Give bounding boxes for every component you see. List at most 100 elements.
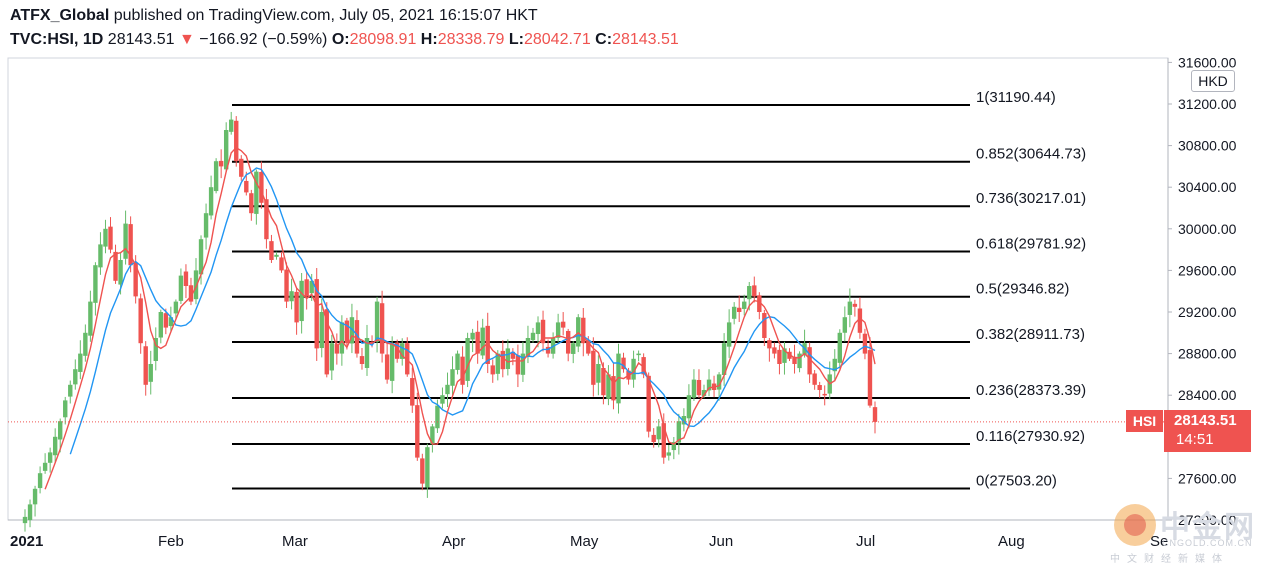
candle-body[interactable] bbox=[520, 353, 526, 375]
candle-body[interactable] bbox=[324, 309, 329, 375]
candle-body[interactable] bbox=[505, 348, 511, 369]
candle-body[interactable] bbox=[747, 286, 752, 300]
candle-body[interactable] bbox=[68, 384, 73, 397]
candle-body[interactable] bbox=[133, 262, 138, 297]
candle-body[interactable] bbox=[32, 488, 38, 505]
candle-body[interactable] bbox=[73, 369, 78, 385]
candle-body[interactable] bbox=[123, 223, 128, 259]
candle-body[interactable] bbox=[470, 332, 475, 340]
candle-body[interactable] bbox=[108, 226, 113, 250]
candle-body[interactable] bbox=[63, 400, 68, 418]
candle-body[interactable] bbox=[334, 344, 340, 354]
candle-body[interactable] bbox=[269, 241, 274, 260]
candle-body[interactable] bbox=[173, 301, 179, 314]
candle-body[interactable] bbox=[621, 357, 626, 370]
candle-body[interactable] bbox=[425, 447, 430, 488]
candle-body[interactable] bbox=[203, 213, 209, 238]
currency-label[interactable]: HKD bbox=[1191, 70, 1235, 92]
candle-body[interactable] bbox=[234, 120, 239, 162]
candle-body[interactable] bbox=[465, 338, 470, 381]
candle-body[interactable] bbox=[832, 358, 837, 372]
candle-body[interactable] bbox=[364, 338, 370, 368]
candle-body[interactable] bbox=[586, 340, 591, 354]
candle-body[interactable] bbox=[299, 280, 304, 322]
candle-body[interactable] bbox=[525, 338, 531, 358]
candle-body[interactable] bbox=[666, 452, 671, 456]
candle-body[interactable] bbox=[229, 119, 234, 132]
candle-body[interactable] bbox=[797, 353, 802, 369]
candle-body[interactable] bbox=[294, 291, 299, 323]
candle-body[interactable] bbox=[389, 343, 395, 381]
candle-body[interactable] bbox=[354, 320, 360, 354]
candle-body[interactable] bbox=[757, 295, 762, 312]
candle-body[interactable] bbox=[581, 317, 586, 344]
candle-body[interactable] bbox=[349, 317, 355, 344]
candle-body[interactable] bbox=[319, 312, 324, 349]
candle-body[interactable] bbox=[676, 421, 682, 443]
candle-body[interactable] bbox=[289, 291, 294, 302]
candle-body[interactable] bbox=[762, 312, 767, 338]
candle-body[interactable] bbox=[822, 393, 827, 396]
candle-body[interactable] bbox=[661, 423, 666, 458]
candle-body[interactable] bbox=[259, 172, 264, 203]
candle-body[interactable] bbox=[183, 271, 189, 286]
candle-body[interactable] bbox=[42, 462, 48, 471]
candle-body[interactable] bbox=[339, 322, 345, 354]
candle-body[interactable] bbox=[93, 265, 98, 303]
candle-body[interactable] bbox=[52, 436, 58, 456]
candle-body[interactable] bbox=[103, 228, 108, 247]
candle-body[interactable] bbox=[847, 301, 853, 315]
candle-body[interactable] bbox=[344, 320, 350, 344]
candle-body[interactable] bbox=[495, 353, 500, 374]
candle-body[interactable] bbox=[430, 426, 435, 445]
candle-body[interactable] bbox=[455, 353, 460, 370]
candle-body[interactable] bbox=[394, 342, 400, 359]
candle-body[interactable] bbox=[379, 303, 385, 354]
candle-body[interactable] bbox=[721, 343, 727, 375]
candle-body[interactable] bbox=[128, 224, 133, 266]
candle-body[interactable] bbox=[208, 187, 214, 216]
candle-body[interactable] bbox=[405, 343, 410, 375]
candle-body[interactable] bbox=[565, 330, 571, 354]
candle-body[interactable] bbox=[254, 171, 259, 214]
candle-body[interactable] bbox=[535, 322, 541, 335]
candle-body[interactable] bbox=[284, 269, 289, 302]
candle-body[interactable] bbox=[545, 346, 551, 354]
candle-body[interactable] bbox=[153, 338, 158, 362]
candle-body[interactable] bbox=[83, 332, 88, 356]
candle-body[interactable] bbox=[98, 244, 103, 268]
candle-body[interactable] bbox=[807, 347, 812, 375]
candle-body[interactable] bbox=[510, 351, 516, 359]
candle-body[interactable] bbox=[374, 301, 380, 342]
candle-body[interactable] bbox=[113, 251, 118, 281]
candle-body[interactable] bbox=[726, 322, 732, 347]
candle-body[interactable] bbox=[560, 321, 566, 328]
candle-body[interactable] bbox=[138, 298, 143, 344]
candle-body[interactable] bbox=[475, 331, 480, 354]
candle-body[interactable] bbox=[223, 130, 229, 170]
candle-body[interactable] bbox=[274, 254, 279, 257]
candle-body[interactable] bbox=[857, 308, 863, 333]
candle-body[interactable] bbox=[213, 161, 219, 192]
candle-body[interactable] bbox=[641, 357, 646, 375]
candle-body[interactable] bbox=[530, 332, 536, 341]
candle-body[interactable] bbox=[329, 343, 335, 371]
candle-body[interactable] bbox=[239, 158, 244, 177]
candle-body[interactable] bbox=[701, 390, 707, 397]
candle-body[interactable] bbox=[777, 349, 782, 364]
candle-body[interactable] bbox=[691, 379, 697, 398]
candle-body[interactable] bbox=[218, 160, 224, 167]
candle-body[interactable] bbox=[435, 405, 440, 429]
candle-body[interactable] bbox=[812, 373, 817, 385]
candle-body[interactable] bbox=[716, 374, 722, 390]
candle-body[interactable] bbox=[767, 340, 772, 349]
candle-body[interactable] bbox=[384, 354, 390, 380]
candle-body[interactable] bbox=[198, 239, 204, 275]
candle-body[interactable] bbox=[490, 365, 495, 375]
candle-body[interactable] bbox=[656, 426, 661, 440]
candle-body[interactable] bbox=[706, 379, 712, 391]
candle-body[interactable] bbox=[88, 301, 93, 336]
candle-body[interactable] bbox=[78, 353, 83, 372]
candle-body[interactable] bbox=[27, 504, 33, 521]
